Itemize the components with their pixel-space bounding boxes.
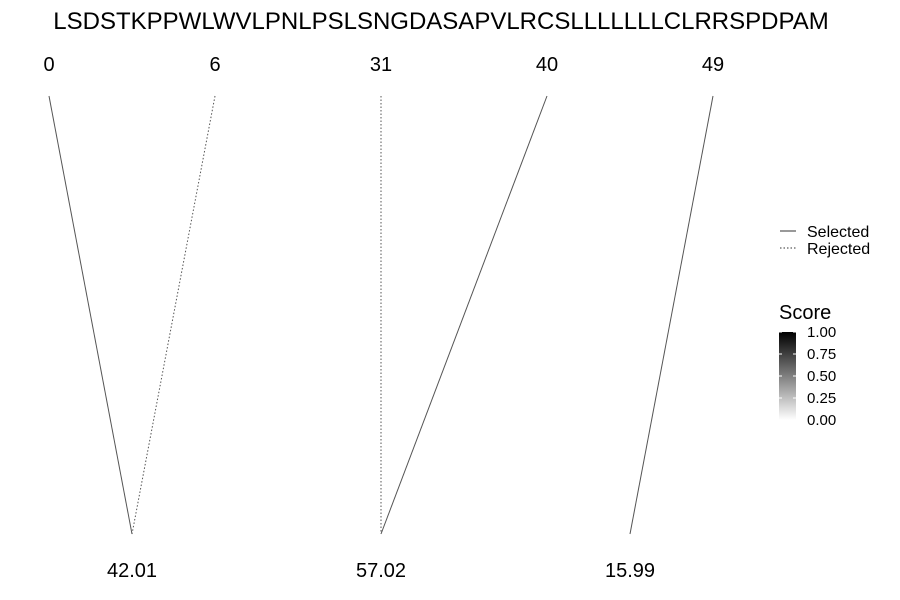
link-line-0 bbox=[48, 95, 133, 535]
score-tick-label: 0.50 bbox=[807, 368, 836, 385]
top-position-label: 0 bbox=[43, 54, 54, 76]
top-position-label: 40 bbox=[536, 54, 558, 76]
sequence-label: LSDSTKPPWLWVLPNLPSLSNGDASAPVLRCSLLLLLLLC… bbox=[53, 8, 828, 35]
legend-rejected-label: Rejected bbox=[807, 241, 870, 258]
bottom-value-label: 42.01 bbox=[107, 560, 157, 582]
bottom-value-labels: 42.01 57.02 15.99 bbox=[107, 560, 655, 582]
score-legend: Score 1.00 0.75 0.50 0.25 0.00 bbox=[779, 302, 836, 429]
bottom-value-label: 57.02 bbox=[356, 560, 406, 582]
link-line-1 bbox=[131, 95, 216, 535]
score-tick-label: 0.00 bbox=[807, 412, 836, 429]
top-position-labels: 0 6 31 40 49 bbox=[43, 54, 724, 76]
top-position-label: 6 bbox=[209, 54, 220, 76]
link-line-3 bbox=[380, 95, 548, 535]
legend-selected-label: Selected bbox=[807, 224, 869, 241]
score-tick-label: 0.75 bbox=[807, 346, 836, 363]
top-position-label: 49 bbox=[702, 54, 724, 76]
link-lines bbox=[48, 95, 714, 535]
score-legend-title: Score bbox=[779, 302, 831, 324]
score-ticks: 1.00 0.75 0.50 0.25 0.00 bbox=[779, 324, 836, 429]
top-position-label: 31 bbox=[370, 54, 392, 76]
bottom-value-label: 15.99 bbox=[605, 560, 655, 582]
link-line-4 bbox=[629, 95, 714, 535]
score-tick-label: 1.00 bbox=[807, 324, 836, 341]
score-tick-label: 0.25 bbox=[807, 390, 836, 407]
score-colorbar bbox=[779, 332, 796, 420]
